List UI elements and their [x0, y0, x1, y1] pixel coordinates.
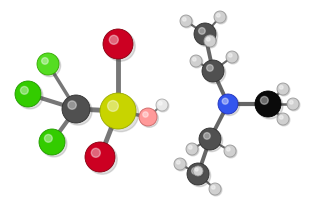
Circle shape — [217, 14, 220, 18]
Circle shape — [17, 84, 43, 109]
Circle shape — [87, 145, 117, 174]
Circle shape — [108, 101, 118, 112]
Circle shape — [39, 55, 61, 77]
Circle shape — [195, 168, 198, 171]
Circle shape — [278, 114, 290, 126]
Circle shape — [204, 36, 216, 48]
Circle shape — [199, 128, 221, 150]
Circle shape — [229, 54, 232, 58]
Circle shape — [288, 99, 300, 111]
Circle shape — [204, 133, 210, 140]
Circle shape — [15, 82, 41, 108]
Circle shape — [39, 129, 65, 155]
Circle shape — [91, 149, 100, 157]
Circle shape — [156, 100, 168, 111]
Circle shape — [199, 29, 205, 35]
Circle shape — [103, 30, 133, 60]
Circle shape — [219, 96, 239, 116]
Circle shape — [187, 144, 199, 156]
Circle shape — [202, 61, 224, 83]
Circle shape — [190, 56, 202, 68]
Circle shape — [176, 161, 180, 164]
Circle shape — [42, 58, 48, 65]
Circle shape — [225, 146, 237, 158]
Circle shape — [210, 184, 222, 196]
Circle shape — [68, 101, 76, 110]
Circle shape — [192, 168, 198, 174]
Circle shape — [287, 99, 299, 110]
Circle shape — [175, 159, 187, 171]
Circle shape — [204, 62, 226, 84]
Circle shape — [277, 113, 289, 125]
Circle shape — [218, 94, 238, 114]
Circle shape — [280, 86, 283, 90]
Circle shape — [260, 97, 268, 105]
Circle shape — [224, 145, 236, 157]
Circle shape — [222, 99, 228, 105]
Circle shape — [277, 84, 289, 95]
Circle shape — [205, 37, 217, 49]
Circle shape — [201, 130, 223, 152]
Circle shape — [100, 94, 136, 129]
Circle shape — [214, 12, 226, 24]
Circle shape — [188, 146, 192, 149]
Circle shape — [187, 163, 209, 185]
Circle shape — [64, 98, 92, 125]
Circle shape — [140, 110, 158, 128]
Circle shape — [227, 53, 239, 65]
Circle shape — [196, 26, 218, 47]
Circle shape — [207, 65, 213, 72]
Circle shape — [37, 54, 59, 76]
Circle shape — [212, 186, 215, 189]
Circle shape — [139, 109, 157, 126]
Circle shape — [215, 13, 227, 25]
Circle shape — [191, 57, 203, 69]
Circle shape — [181, 17, 193, 29]
Circle shape — [41, 131, 67, 157]
Circle shape — [280, 116, 283, 120]
Circle shape — [226, 52, 238, 64]
Circle shape — [20, 87, 28, 95]
Circle shape — [143, 112, 148, 118]
Circle shape — [194, 167, 204, 177]
Circle shape — [193, 166, 203, 176]
Circle shape — [103, 96, 139, 132]
Circle shape — [193, 58, 196, 62]
Circle shape — [257, 93, 283, 119]
Circle shape — [174, 158, 186, 170]
Circle shape — [290, 101, 293, 105]
Circle shape — [157, 100, 169, 112]
Circle shape — [255, 92, 281, 118]
Circle shape — [105, 32, 135, 62]
Circle shape — [209, 183, 221, 195]
Circle shape — [85, 142, 115, 172]
Circle shape — [189, 165, 211, 187]
Circle shape — [183, 18, 186, 22]
Circle shape — [180, 16, 192, 28]
Circle shape — [278, 84, 290, 96]
Circle shape — [44, 135, 52, 143]
Circle shape — [226, 148, 230, 151]
Circle shape — [159, 102, 162, 106]
Circle shape — [109, 36, 118, 45]
Circle shape — [62, 95, 90, 123]
Circle shape — [186, 143, 198, 155]
Circle shape — [206, 38, 210, 42]
Circle shape — [194, 24, 216, 46]
